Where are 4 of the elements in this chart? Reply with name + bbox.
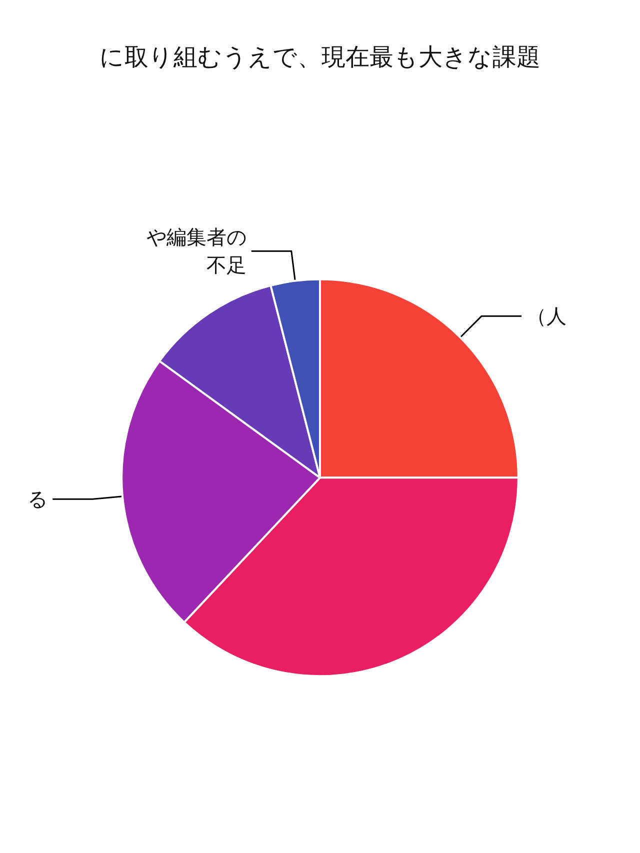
slice-label: や編集者の不足	[146, 225, 246, 278]
slice-label: る	[28, 487, 48, 512]
slice-label: （人	[526, 304, 567, 328]
chart-title: に取り組むうえで、現在最も大きな課題	[100, 43, 540, 71]
